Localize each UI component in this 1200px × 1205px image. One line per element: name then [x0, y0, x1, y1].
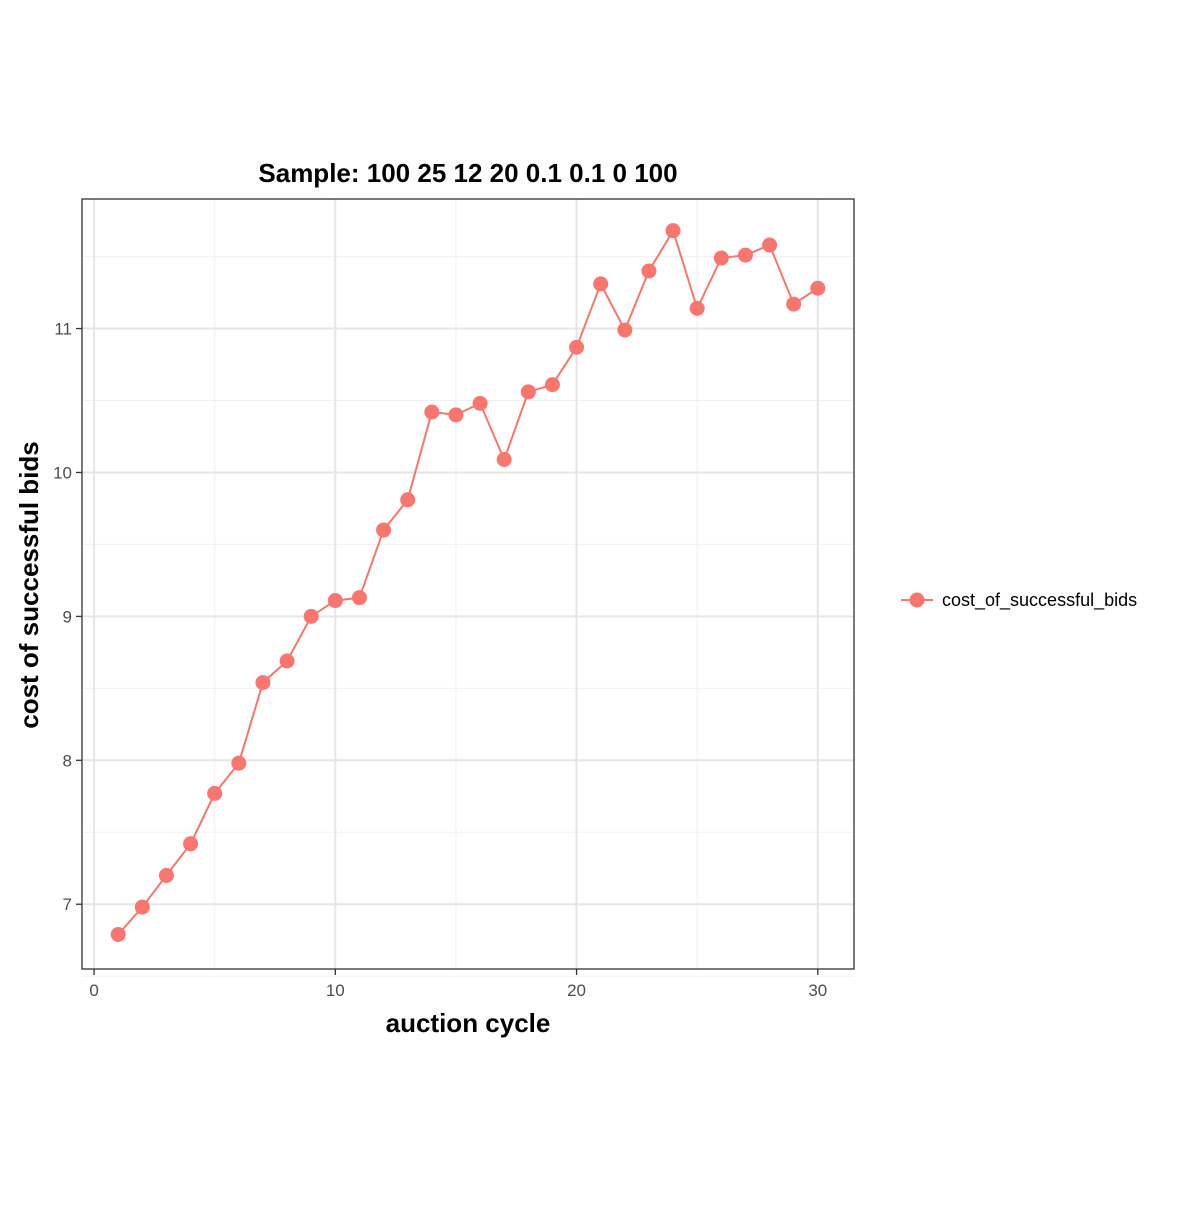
x-tick-label: 10: [326, 981, 345, 1000]
y-tick-label: 7: [63, 895, 72, 914]
data-point: [641, 263, 657, 279]
data-point: [327, 593, 343, 609]
data-point: [713, 250, 729, 266]
data-point: [424, 404, 440, 420]
data-point: [810, 280, 826, 296]
y-tick-label: 11: [54, 320, 72, 339]
data-point: [207, 785, 223, 801]
data-point: [737, 247, 753, 263]
data-point: [786, 296, 802, 312]
chart-title: Sample: 100 25 12 20 0.1 0.1 0 100: [258, 158, 677, 188]
data-point: [351, 590, 367, 606]
data-point: [279, 653, 295, 669]
data-point: [158, 867, 174, 883]
y-tick-label: 8: [63, 751, 72, 770]
legend-key-point: [909, 592, 925, 608]
data-point: [376, 522, 392, 538]
data-point: [544, 377, 560, 393]
minor-gridlines: [82, 199, 854, 977]
x-tick-label: 20: [567, 981, 586, 1000]
x-axis: 0 10 20 30: [89, 969, 827, 1000]
data-point: [496, 452, 512, 468]
data-point: [110, 926, 126, 942]
data-point: [569, 339, 585, 355]
y-tick-label: 9: [63, 607, 72, 626]
legend-label: cost_of_successful_bids: [942, 590, 1137, 611]
y-axis-title: cost of successful bids: [14, 441, 44, 729]
data-point: [303, 608, 319, 624]
data-point: [689, 300, 705, 316]
data-point: [134, 899, 150, 915]
data-point: [617, 322, 633, 338]
data-point: [255, 675, 271, 691]
x-axis-title: auction cycle: [386, 1008, 551, 1038]
data-point: [520, 384, 536, 400]
x-tick-label: 30: [808, 981, 827, 1000]
data-point: [183, 836, 199, 852]
y-axis: 7 8 9 10 11: [53, 320, 82, 914]
x-tick-label: 0: [89, 981, 98, 1000]
data-point: [472, 395, 488, 411]
legend: cost_of_successful_bids: [901, 590, 1137, 611]
data-point: [665, 223, 681, 239]
plot-panel-border: [81, 198, 855, 970]
y-tick-label: 10: [53, 463, 72, 482]
data-point: [448, 407, 464, 423]
data-point: [400, 492, 416, 508]
data-point: [593, 276, 609, 292]
series-layer: [110, 223, 826, 942]
major-gridlines: [82, 199, 854, 969]
data-point: [231, 755, 247, 771]
data-point: [762, 237, 778, 253]
